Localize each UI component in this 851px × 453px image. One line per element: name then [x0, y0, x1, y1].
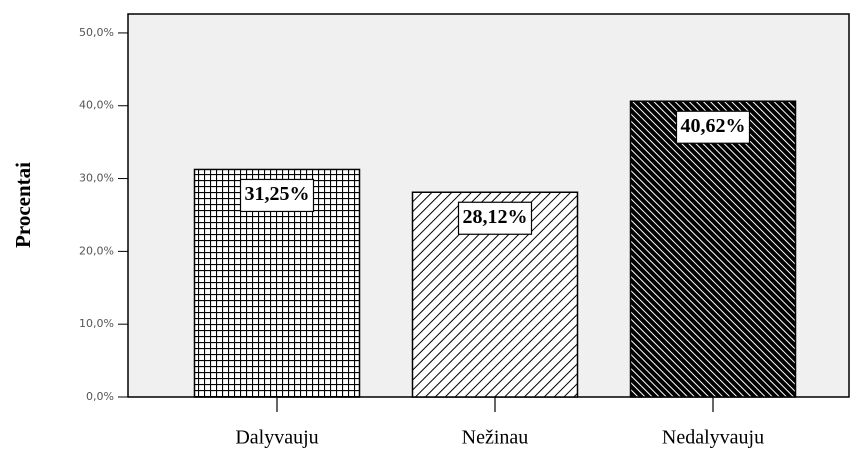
- y-tick-label: 20,0%: [79, 244, 114, 257]
- y-tick-label: 30,0%: [79, 172, 114, 185]
- y-tick-label: 0,0%: [86, 390, 114, 403]
- value-label-box: [457, 201, 533, 235]
- bar: [629, 100, 797, 398]
- value-label: 40,62%: [681, 115, 746, 137]
- y-axis-title: Procentai: [11, 162, 35, 248]
- value-label: 31,25%: [245, 183, 310, 205]
- x-tick-label: Nežinau: [462, 427, 529, 449]
- value-label: 28,12%: [463, 206, 528, 228]
- x-tick-label: Dalyvauju: [235, 427, 318, 449]
- y-tick-label: 50,0%: [79, 26, 114, 39]
- x-tick-label: Nedalyvauju: [662, 427, 764, 449]
- value-label-box: [239, 178, 315, 213]
- value-label-box: [675, 110, 751, 144]
- y-tick-label: 40,0%: [79, 99, 114, 112]
- y-tick-label: 10,0%: [79, 317, 114, 330]
